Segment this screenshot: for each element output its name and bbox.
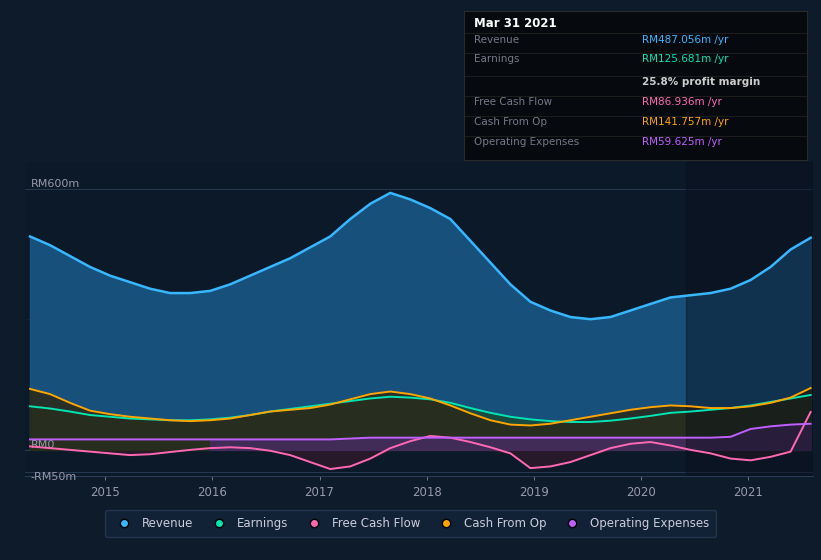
- Text: Free Cash Flow: Free Cash Flow: [475, 97, 553, 108]
- Text: Revenue: Revenue: [475, 35, 520, 45]
- Text: Cash From Op: Cash From Op: [475, 117, 547, 127]
- Text: RM487.056m /yr: RM487.056m /yr: [642, 35, 729, 45]
- Legend: Revenue, Earnings, Free Cash Flow, Cash From Op, Operating Expenses: Revenue, Earnings, Free Cash Flow, Cash …: [105, 510, 716, 537]
- Text: RM125.681m /yr: RM125.681m /yr: [642, 54, 729, 64]
- Text: Mar 31 2021: Mar 31 2021: [475, 17, 557, 30]
- Text: RM59.625m /yr: RM59.625m /yr: [642, 137, 722, 147]
- Text: RM0: RM0: [31, 440, 55, 450]
- Text: 25.8% profit margin: 25.8% profit margin: [642, 77, 760, 87]
- Text: RM86.936m /yr: RM86.936m /yr: [642, 97, 722, 108]
- Text: RM600m: RM600m: [31, 179, 80, 189]
- Text: Operating Expenses: Operating Expenses: [475, 137, 580, 147]
- Bar: [686, 162, 813, 476]
- Text: Earnings: Earnings: [475, 54, 520, 64]
- Text: RM141.757m /yr: RM141.757m /yr: [642, 117, 729, 127]
- Text: -RM50m: -RM50m: [31, 472, 77, 482]
